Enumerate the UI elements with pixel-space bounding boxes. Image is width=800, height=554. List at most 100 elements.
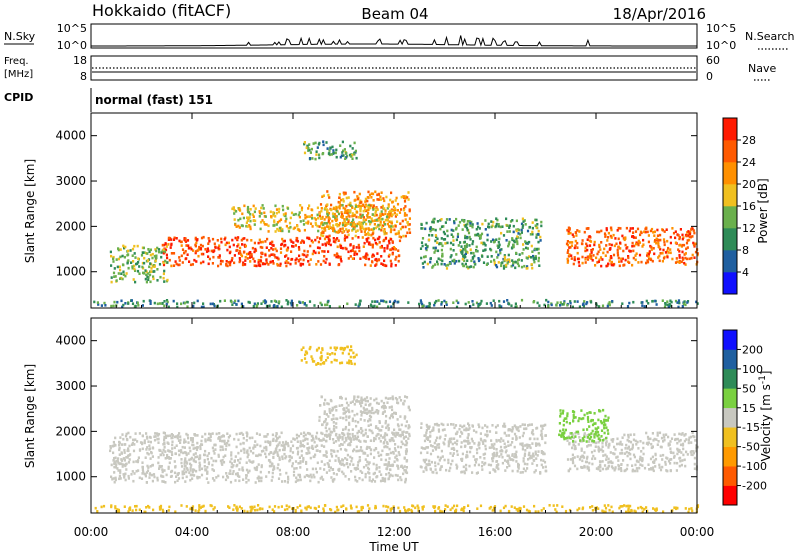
echo-cell — [583, 435, 586, 439]
echo-cell — [465, 245, 468, 248]
echo-cell — [628, 451, 631, 455]
echo-cell — [678, 236, 681, 239]
echo-cell — [179, 438, 182, 442]
echo-cell — [151, 464, 154, 467]
echo-cell — [461, 432, 464, 435]
echo-cell — [236, 472, 239, 475]
echo-cell — [334, 151, 337, 155]
echo-cell — [165, 245, 168, 248]
echo-cell — [616, 437, 619, 441]
echo-cell — [123, 448, 126, 452]
echo-cell — [498, 243, 501, 247]
echo-cell — [473, 463, 476, 467]
echo-cell — [525, 508, 529, 512]
echo-cell — [138, 476, 141, 480]
echo-cell — [199, 247, 202, 250]
echo-cell — [525, 256, 528, 259]
echo-cell — [377, 193, 380, 196]
echo-cell — [366, 460, 369, 464]
echo-cell — [147, 452, 150, 456]
echo-cell — [303, 253, 306, 257]
echo-cell — [621, 257, 624, 261]
echo-cell — [569, 231, 572, 235]
echo-cell — [229, 260, 232, 264]
echo-cell — [537, 232, 540, 236]
echo-cell — [666, 255, 669, 259]
echo-cell — [403, 417, 406, 420]
echo-cell — [377, 223, 380, 227]
echo-cell — [137, 261, 140, 264]
echo-cell — [300, 348, 303, 352]
echo-cell — [361, 236, 364, 239]
echo-cell — [306, 437, 309, 441]
echo-cell — [145, 471, 149, 474]
echo-cell — [213, 242, 216, 246]
echo-cell — [166, 456, 169, 460]
echo-cell — [333, 352, 336, 356]
echo-cell — [408, 208, 411, 211]
echo-cell — [589, 443, 592, 447]
echo-cell — [423, 260, 426, 264]
echo-cell — [455, 217, 458, 221]
echo-cell — [658, 466, 661, 469]
echo-cell — [501, 225, 504, 228]
echo-cell — [185, 470, 188, 474]
echo-cell — [544, 441, 547, 445]
echo-cell — [186, 462, 189, 465]
echo-cell — [446, 241, 449, 245]
echo-cell — [162, 431, 165, 435]
echo-cell — [452, 446, 455, 450]
echo-cell — [180, 450, 183, 454]
echo-cell — [335, 417, 338, 420]
echo-cell — [479, 236, 482, 240]
echo-cell — [129, 249, 132, 252]
echo-cell — [650, 248, 653, 251]
echo-cell — [393, 211, 396, 215]
echo-cell — [314, 445, 317, 449]
echo-cell — [171, 443, 174, 447]
echo-cell — [667, 459, 671, 463]
echo-cell — [496, 218, 499, 222]
echo-cell — [258, 433, 261, 436]
echo-cell — [383, 249, 386, 253]
echo-cell — [544, 423, 547, 427]
echo-cell — [280, 305, 283, 309]
echo-cell — [317, 153, 321, 157]
echo-cell — [394, 449, 397, 452]
echo-cell — [328, 407, 331, 411]
echo-cell — [375, 463, 378, 467]
echo-cell — [511, 259, 514, 262]
echo-cell — [296, 452, 299, 456]
echo-cell — [506, 454, 509, 457]
echo-cell — [665, 433, 668, 436]
echo-cell — [339, 396, 342, 399]
echo-cell — [317, 251, 320, 255]
echo-cell — [204, 449, 207, 453]
echo-cell — [652, 469, 655, 473]
echo-cell — [342, 504, 345, 507]
echo-cell — [664, 302, 667, 305]
echo-cell — [276, 262, 279, 266]
echo-cell — [335, 155, 338, 159]
echo-cell — [315, 431, 319, 435]
echo-cell — [691, 235, 694, 238]
echo-cell — [514, 302, 517, 306]
echo-cell — [571, 410, 575, 413]
echo-cell — [616, 442, 619, 446]
echo-cell — [368, 472, 371, 475]
echo-cell — [359, 446, 363, 449]
echo-cell — [682, 447, 685, 451]
echo-cell — [320, 356, 323, 359]
echo-cell — [608, 303, 611, 307]
echo-cell — [379, 214, 382, 218]
echo-cell — [345, 449, 348, 452]
echo-cell — [536, 301, 539, 305]
echo-cell — [315, 363, 318, 366]
echo-cell — [114, 436, 117, 440]
echo-cell — [316, 444, 319, 447]
echo-cell — [381, 479, 385, 482]
echo-cell — [125, 437, 129, 441]
echo-cell — [238, 260, 241, 264]
echo-cell — [495, 460, 499, 463]
echo-cell — [540, 220, 543, 224]
